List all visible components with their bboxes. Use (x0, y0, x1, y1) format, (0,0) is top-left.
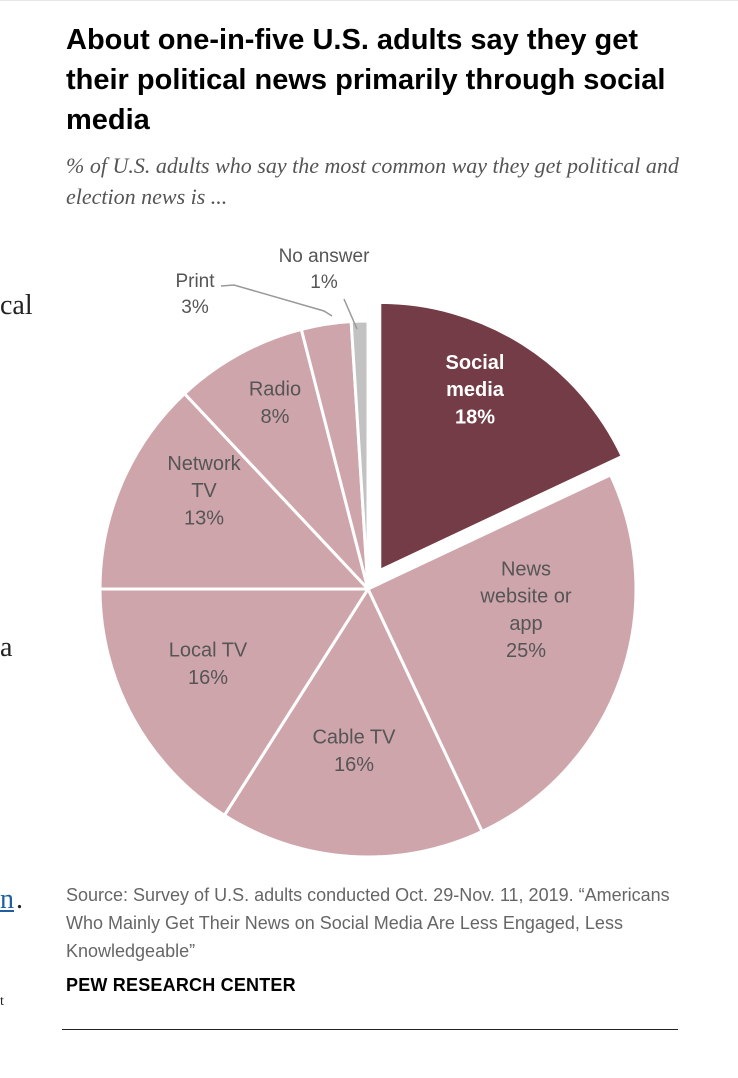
article-text-fragment: a (0, 632, 13, 663)
bottom-divider (62, 1029, 678, 1030)
article-text-fragment: cal (0, 290, 33, 321)
slice-label-cable-tv: Cable TV 16% (312, 727, 396, 776)
slice-label-network-tv: Network TV 13% (167, 453, 241, 529)
chart-title: About one-in-five U.S. adults say they g… (66, 24, 666, 136)
slice-label-social-media: Social media 18% (446, 352, 505, 428)
slice-label-local-tv: Local TV 16% (169, 640, 248, 689)
article-text-fragment: . (16, 884, 23, 915)
leader-line-no-answer (343, 298, 358, 330)
slice-label-no-answer: No answer 1% (279, 246, 370, 293)
slice-label-radio: Radio 8% (249, 379, 301, 428)
article-link-fragment[interactable]: n (0, 884, 14, 915)
pie-slice-network-tv (98, 392, 370, 591)
pie-slice-social-media (378, 300, 624, 572)
slice-label-news-website-or-app: News website or app 25% (479, 558, 571, 662)
pie-chart: Social media 18% News website or app 25% Cable … (98, 246, 638, 859)
top-divider (0, 0, 738, 1)
pie-slice-news-website-or-app (366, 473, 638, 833)
slice-label-print: Print 3% (175, 271, 215, 318)
pie-slice-local-tv (98, 587, 370, 817)
brand-logo-text: PEW RESEARCH CENTER (66, 975, 296, 995)
leader-line-print (220, 284, 333, 317)
article-text-fragment: t (0, 994, 4, 1009)
pie-slice-radio (183, 327, 370, 591)
pie-slice-no-answer (349, 319, 370, 591)
pie-slice-cable-tv (222, 587, 484, 859)
chart-subtitle: % of U.S. adults who say the most common… (66, 153, 679, 209)
source-note: Source: Survey of U.S. adults conducted … (66, 885, 670, 961)
